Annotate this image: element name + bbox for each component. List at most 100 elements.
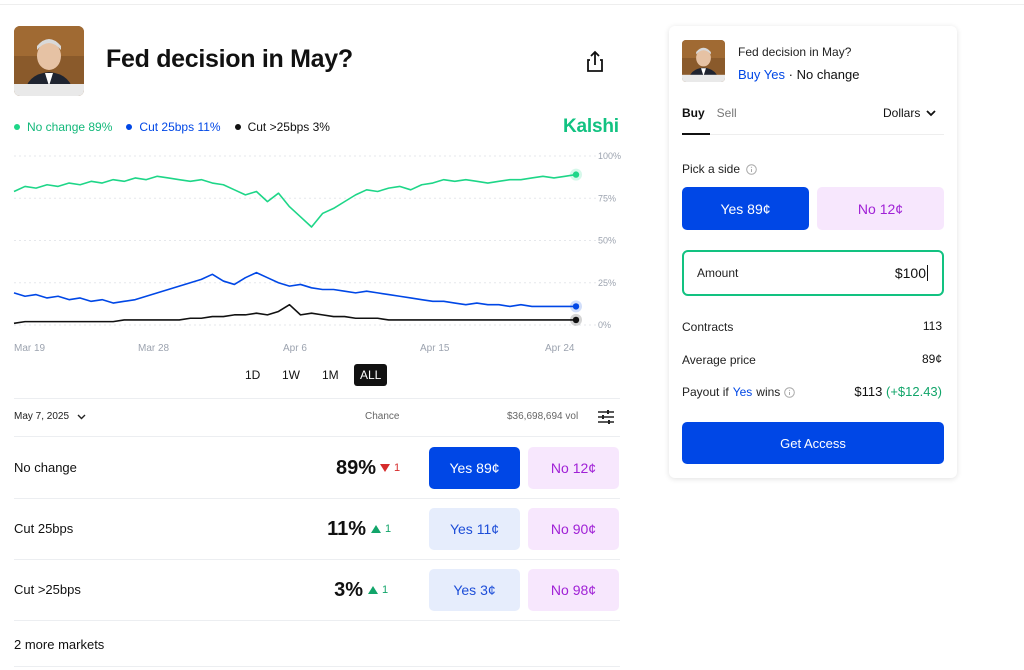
legend-label: Cut >25bps 3% [247,120,330,134]
down-arrow-icon [380,464,390,472]
change-value: 1 [385,523,392,535]
legend-dot [14,124,20,130]
x-tick-label: Apr 24 [545,343,575,354]
market-name: Cut 25bps [14,521,74,536]
date-selector[interactable]: May 7, 2025 [14,411,86,422]
amount-label: Amount [697,266,739,280]
market-chance: 89% [335,457,376,479]
average-price-value: 89¢ [921,352,942,366]
payout-suffix: wins [756,385,781,399]
change-indicator: 1 [368,584,388,596]
tab-buy[interactable]: Buy [682,106,705,120]
chevron-down-icon [77,414,86,419]
change-value: 1 [394,462,401,474]
price-chart[interactable]: 100% 75% 50% 25% 0% Mar 19 Mar 28 Apr 6 Apr 15 Ap… [0,148,640,358]
unit-label: Dollars [883,106,921,120]
info-icon[interactable] [784,386,796,398]
payout-amount: $113 [854,384,883,399]
market-chance: 11% [327,518,366,540]
buy-no-button[interactable]: No 98¢ [528,569,619,611]
series-end-point [572,171,580,178]
legend-label: No change 89% [27,120,113,134]
up-arrow-icon [371,525,381,533]
legend-label: Cut 25bps 11% [139,120,221,134]
date-label: May 7, 2025 [14,411,70,422]
chance-header: Chance [365,411,400,422]
payout-value: $113 (+$12.43) [854,384,942,399]
market-thumbnail [682,40,725,82]
active-tab-indicator [682,133,710,135]
y-tick-label: 100% [598,151,621,161]
change-indicator: 1 [371,523,391,535]
contracts-value: 113 [922,319,942,333]
divider [14,666,620,667]
change-value: 1 [382,584,389,596]
amount-input[interactable]: Amount $100 [682,250,944,296]
legend-item-cut-25bps: Cut 25bps 11% [126,120,221,134]
payout-outcome: Yes [732,385,753,399]
x-tick-label: Mar 19 [14,343,46,354]
divider [14,436,620,437]
range-1m-button[interactable]: 1M [322,368,339,382]
more-markets-link[interactable]: 2 more markets [14,637,105,652]
legend-dot [126,124,133,130]
chevron-down-icon [926,109,936,116]
selection-side: Buy Yes [738,67,785,82]
selection-outcome: No change [796,67,860,82]
x-tick-label: Mar 28 [138,343,170,354]
info-icon[interactable] [746,163,757,175]
buy-yes-button[interactable]: Yes 3¢ [429,569,520,611]
tab-divider [682,134,944,135]
divider [14,398,620,399]
range-all-button[interactable]: ALL [354,364,388,386]
series-line-no-change [13,173,577,228]
range-1w-button[interactable]: 1W [282,368,300,382]
up-arrow-icon [368,586,378,594]
buy-yes-button[interactable]: Yes 11¢ [429,508,520,550]
legend-item-cut-over-25bps: Cut >25bps 3% [234,120,330,134]
market-chance: 3% [334,579,363,601]
pick-yes-button[interactable]: Yes 89¢ [682,187,809,230]
page-title: Fed decision in May? [106,45,353,73]
y-tick-label: 75% [598,193,616,203]
legend-dot [234,124,241,130]
share-icon[interactable] [585,50,605,74]
series-end-point [572,303,580,310]
x-tick-label: Apr 15 [420,343,450,354]
y-tick-label: 25% [598,278,616,288]
buy-yes-button[interactable]: Yes 89¢ [429,447,520,489]
series-end-point [572,316,580,324]
panel-question: Fed decision in May? [738,45,852,59]
range-1d-button[interactable]: 1D [245,368,261,382]
change-indicator: 1 [380,462,400,474]
chart-legend: No change 89% Cut 25bps 11% Cut >25bps 3… [14,120,330,134]
divider [14,498,620,499]
average-price-label: Average price [682,353,756,367]
trade-tabs: Buy Sell [682,106,737,120]
y-tick-label: 50% [598,236,616,246]
pick-side-label: Pick a side [682,162,757,176]
unit-dropdown[interactable]: Dollars [883,106,936,120]
series-line-cut-25bps [13,303,576,325]
series-line-cut-25bps [13,271,576,308]
market-avatar [14,26,84,96]
tab-sell[interactable]: Sell [716,106,737,120]
contracts-label: Contracts [682,320,734,334]
pick-no-button[interactable]: No 12¢ [817,187,944,230]
get-access-button[interactable]: Get Access [682,422,944,464]
buy-no-button[interactable]: No 12¢ [528,447,619,489]
top-divider [0,4,1024,5]
selection-separator: · [788,67,793,82]
trade-panel: Fed decision in May? Buy Yes · No change… [669,26,957,478]
buy-no-button[interactable]: No 90¢ [528,508,619,550]
volume-label: $36,698,694 vol [507,411,579,422]
x-tick-label: Apr 6 [283,343,307,354]
amount-value: $100 [894,265,928,281]
divider [14,620,620,621]
divider [14,559,620,560]
filter-sliders-icon[interactable] [597,409,615,425]
legend-item-no-change: No change 89% [14,120,112,134]
payout-prefix: Payout if [682,385,729,399]
market-name: No change [14,460,77,475]
panel-selection: Buy Yes · No change [738,67,859,82]
